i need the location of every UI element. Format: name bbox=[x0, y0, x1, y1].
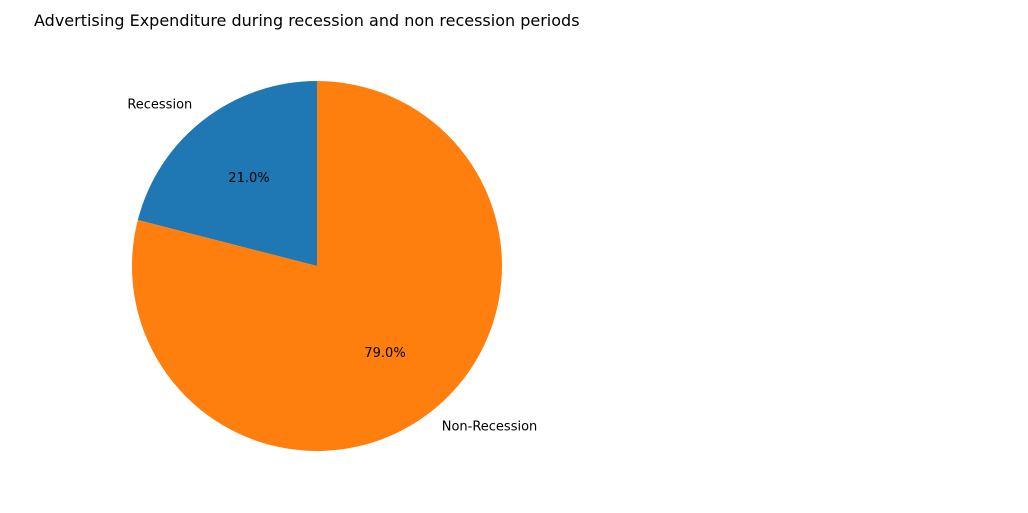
pie-labels: 21.0% Recession 79.0% Non-Recession bbox=[127, 98, 537, 435]
pie-percent-label-recession: 21.0% bbox=[228, 171, 269, 186]
pie-category-label-recession: Recession bbox=[127, 98, 192, 113]
pie-category-label-non-recession: Non-Recession bbox=[442, 419, 538, 434]
pie-slice-non-recession bbox=[132, 81, 503, 451]
pie-percent-label-non-recession: 79.0% bbox=[364, 346, 405, 361]
chart-title: Advertising Expenditure during recession… bbox=[34, 11, 580, 30]
pie-slices bbox=[132, 81, 503, 451]
pie-slice-recession bbox=[137, 81, 317, 266]
